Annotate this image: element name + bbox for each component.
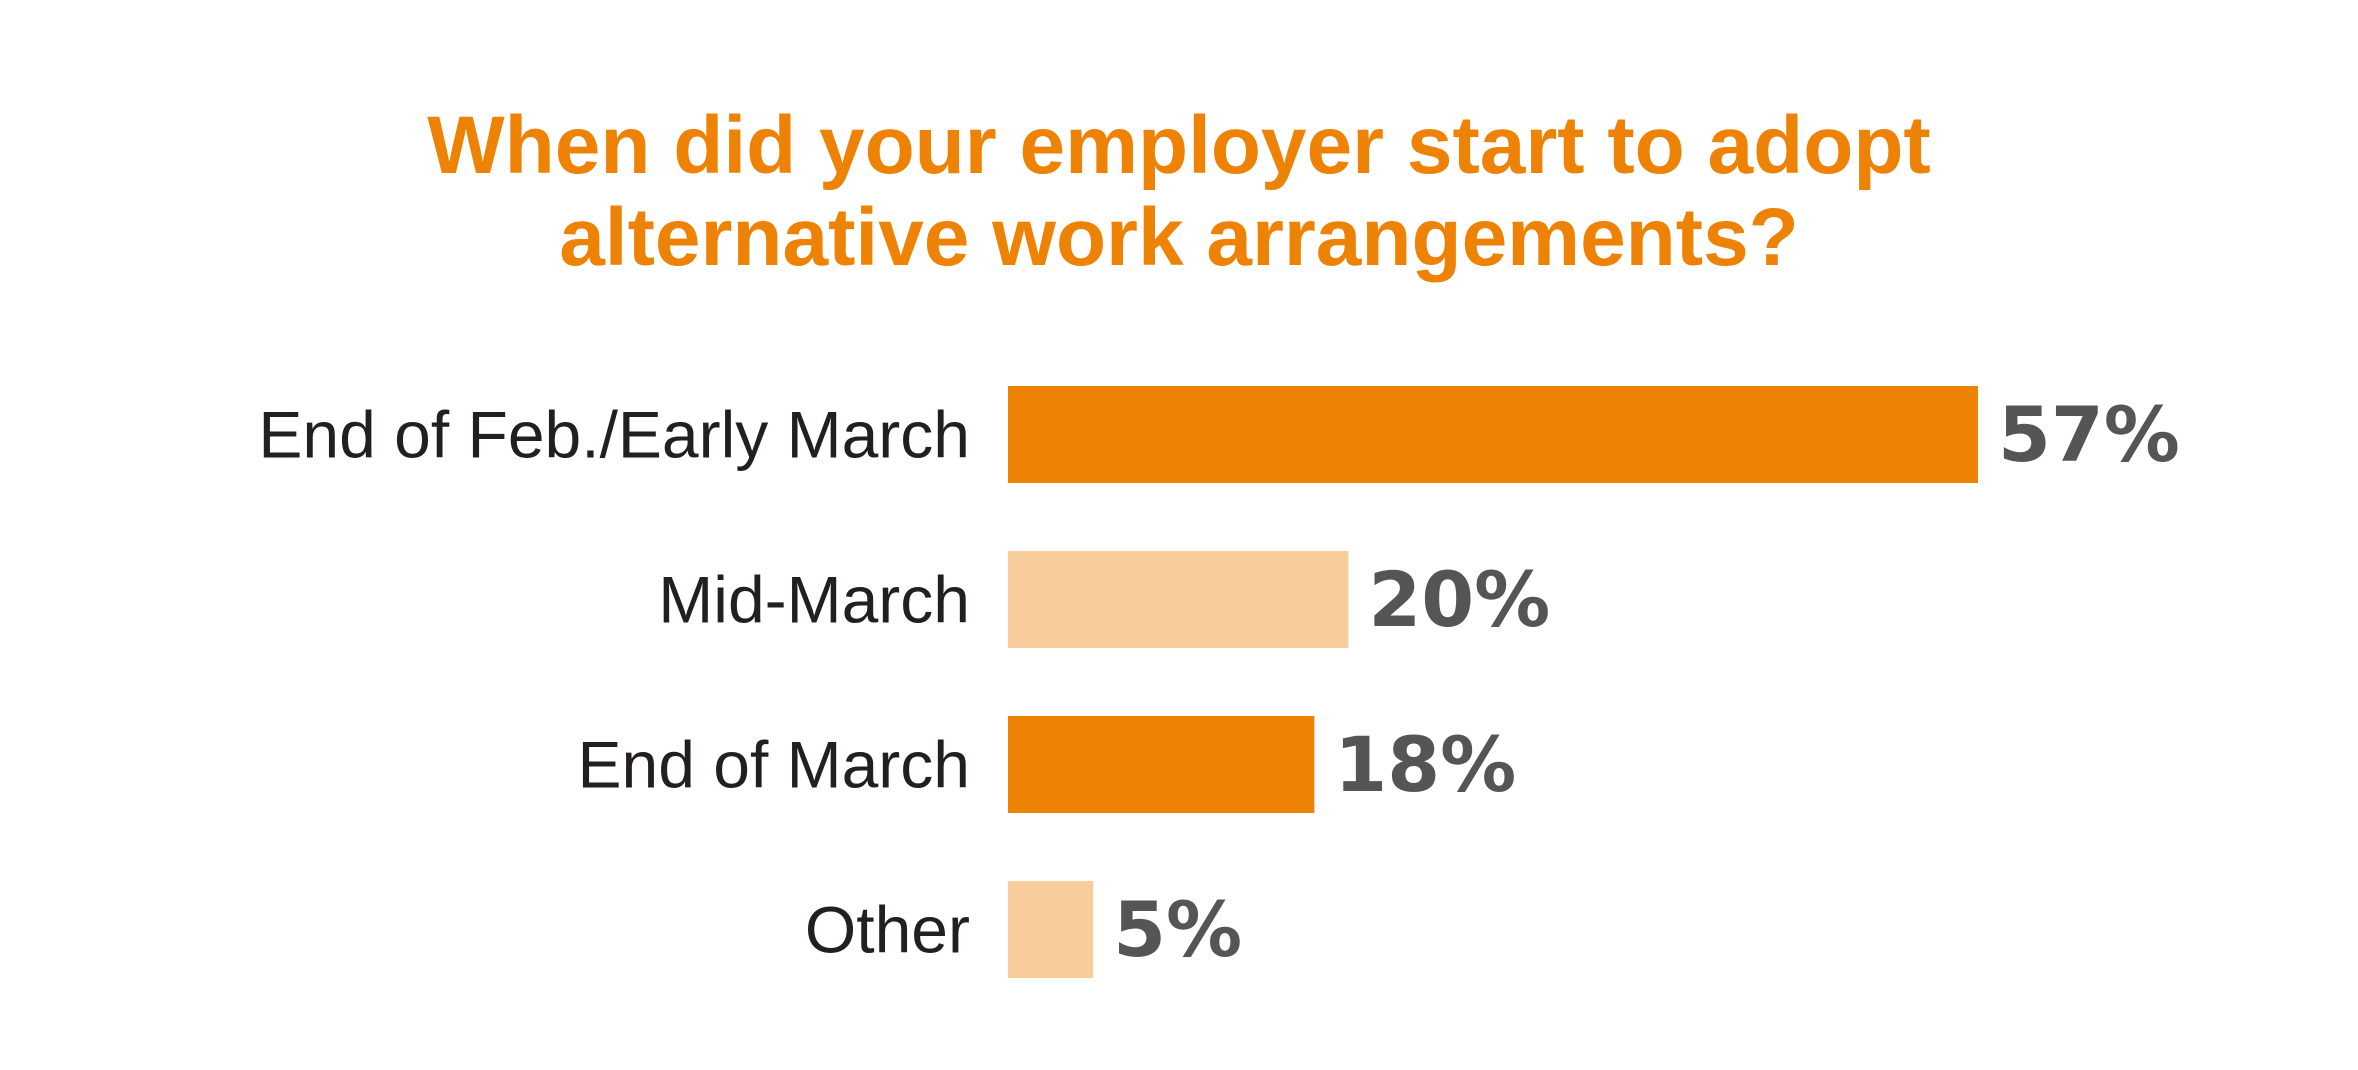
bar-2 <box>1008 716 1315 813</box>
category-label-0: End of Feb./Early March <box>258 398 970 472</box>
category-label-1: Mid-March <box>658 563 970 637</box>
chart-title-line-2: alternative work arrangements? <box>559 192 1799 283</box>
bar-1 <box>1008 551 1349 648</box>
chart-title-line-1: When did your employer start to adopt <box>427 100 1931 191</box>
category-label-3: Other <box>805 893 970 967</box>
category-label-2: End of March <box>577 728 970 802</box>
bar-3 <box>1008 881 1094 978</box>
value-label-0: 57% <box>1998 390 2180 479</box>
value-label-3: 5% <box>1113 885 1242 974</box>
bar-0 <box>1008 386 1978 483</box>
value-label-1: 20% <box>1368 555 1550 644</box>
chart-title: When did your employer start to adopt al… <box>0 100 2358 284</box>
value-label-2: 18% <box>1334 720 1516 809</box>
